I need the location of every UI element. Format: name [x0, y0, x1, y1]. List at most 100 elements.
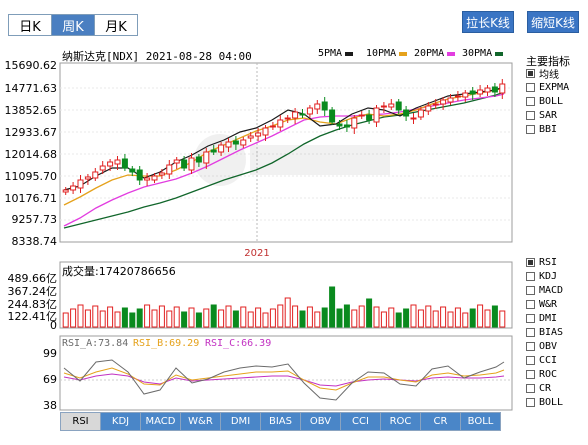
sub-option-macd[interactable]: MACD: [526, 284, 563, 297]
candle-body: [107, 161, 114, 167]
ma-legend-20-swatch: [447, 51, 456, 56]
candle-body: [380, 105, 387, 108]
year-label: 2021: [244, 248, 269, 259]
candle-body: [403, 109, 410, 117]
tab-dmi[interactable]: DMI: [220, 412, 261, 431]
volume-axis-label: 367.24亿: [7, 285, 58, 298]
checkbox-wr[interactable]: [526, 300, 535, 309]
sub-option-cci-label: CCI: [539, 355, 558, 366]
candle-body: [269, 125, 276, 128]
sub-option-dmi-label: DMI: [539, 313, 558, 324]
volume-bar: [255, 307, 262, 328]
candle-body: [484, 87, 491, 93]
volume-bar: [388, 307, 395, 328]
candle-body: [188, 157, 195, 171]
volume-bar: [432, 310, 439, 328]
volume-bar: [151, 309, 158, 328]
checkbox-rsi[interactable]: [526, 258, 535, 267]
volume-bar: [195, 312, 202, 328]
checkbox-obv[interactable]: [526, 342, 535, 351]
checkbox-sub-boll[interactable]: [526, 398, 535, 407]
shrink-k-button[interactable]: 缩短K线: [527, 11, 579, 33]
candle-body: [462, 92, 469, 98]
tab-obv[interactable]: OBV: [300, 412, 341, 431]
price-gridlines: [60, 63, 512, 242]
checkbox-kdj[interactable]: [526, 272, 535, 281]
volume-axis-label: 489.66亿: [7, 272, 58, 285]
candle-body: [277, 119, 284, 128]
ma-legend-20-label: 20PMA: [414, 48, 445, 59]
rsi-a-line: [63, 359, 505, 401]
sub-option-cci[interactable]: CCI: [526, 354, 557, 367]
tab-boll[interactable]: BOLL: [460, 412, 501, 431]
candle-body: [299, 113, 306, 116]
volume-bar: [277, 304, 284, 328]
tab-bias[interactable]: BIAS: [260, 412, 301, 431]
checkbox-expma[interactable]: [526, 83, 535, 92]
tab-macd[interactable]: MACD: [140, 412, 181, 431]
checkbox-cr[interactable]: [526, 384, 535, 393]
tab-wr[interactable]: W&R: [180, 412, 221, 431]
volume-bar: [225, 305, 232, 328]
sub-option-bias[interactable]: BIAS: [526, 326, 563, 339]
checkbox-roc[interactable]: [526, 370, 535, 379]
volume-bar: [166, 310, 173, 328]
sub-option-cr[interactable]: CR: [526, 382, 551, 395]
rsi-panel-frame: [59, 335, 513, 411]
candle-body: [84, 176, 91, 180]
tab-cr[interactable]: CR: [420, 412, 461, 431]
indicator-tabs: RSI KDJ MACD W&R DMI BIAS OBV CCI ROC CR…: [60, 412, 501, 431]
volume-bar: [284, 297, 291, 328]
sub-option-boll[interactable]: BOLL: [526, 396, 563, 409]
candle-body: [292, 111, 299, 119]
rsi-c-line: [63, 373, 505, 387]
volume-bar: [373, 306, 380, 328]
tab-rsi[interactable]: RSI: [60, 412, 101, 431]
volume-bar: [380, 311, 387, 328]
sub-option-roc[interactable]: ROC: [526, 368, 557, 381]
sub-option-wr[interactable]: W&R: [526, 298, 557, 311]
main-option-expma[interactable]: EXPMA: [526, 81, 569, 94]
checkbox-cci[interactable]: [526, 356, 535, 365]
tab-kdj[interactable]: KDJ: [100, 412, 141, 431]
tab-monthly-k[interactable]: 月K: [94, 14, 138, 36]
candle-body: [284, 117, 291, 120]
checkbox-macd[interactable]: [526, 286, 535, 295]
sub-option-dmi[interactable]: DMI: [526, 312, 557, 325]
candle-body: [366, 114, 373, 121]
tab-roc[interactable]: ROC: [380, 412, 421, 431]
tab-weekly-k[interactable]: 周K: [51, 14, 95, 36]
main-option-ma[interactable]: 均线: [526, 67, 559, 81]
main-option-sar[interactable]: SAR: [526, 109, 557, 122]
checkbox-ma[interactable]: [526, 69, 535, 78]
volume-bar: [410, 304, 417, 328]
volume-bar: [144, 304, 151, 328]
volume-bar: [262, 312, 269, 328]
candle-body: [469, 90, 476, 95]
main-indicator-title: 主要指标: [526, 55, 570, 68]
candle-body: [447, 97, 454, 103]
volume-bar: [269, 308, 276, 328]
stretch-k-button[interactable]: 拉长K线: [462, 11, 514, 33]
tab-cci[interactable]: CCI: [340, 412, 381, 431]
checkbox-dmi[interactable]: [526, 314, 535, 323]
checkbox-boll[interactable]: [526, 97, 535, 106]
volume-bar: [136, 308, 143, 328]
main-option-boll[interactable]: BOLL: [526, 95, 563, 108]
sub-option-kdj[interactable]: KDJ: [526, 270, 557, 283]
candle-body: [329, 109, 336, 123]
checkbox-bbi[interactable]: [526, 125, 535, 134]
volume-bar: [299, 310, 306, 328]
checkbox-sar[interactable]: [526, 111, 535, 120]
rsi-axis-label: 69: [43, 373, 57, 386]
sub-option-obv[interactable]: OBV: [526, 340, 557, 353]
main-option-bbi[interactable]: BBI: [526, 123, 557, 136]
rsi-axis-label: 38: [43, 399, 57, 412]
rsi-legend-b: RSI_B:69.29: [133, 338, 199, 349]
volume-bar: [210, 304, 217, 328]
volume-bar: [247, 311, 254, 328]
checkbox-bias[interactable]: [526, 328, 535, 337]
candle-body: [99, 165, 106, 171]
volume-bar: [62, 312, 69, 328]
sub-option-rsi[interactable]: RSI: [526, 256, 557, 269]
